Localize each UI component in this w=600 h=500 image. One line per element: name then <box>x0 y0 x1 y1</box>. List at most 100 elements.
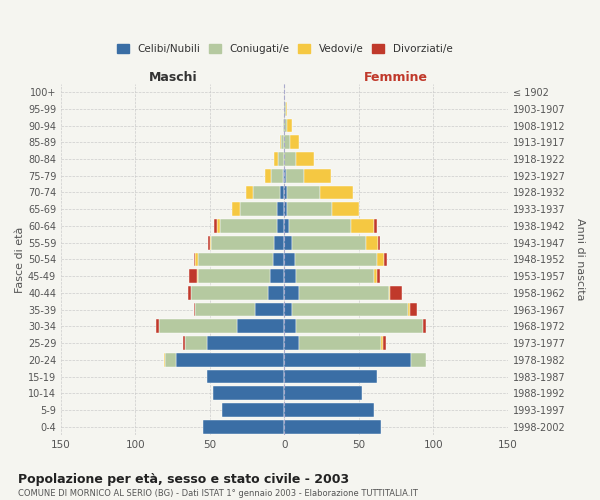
Bar <box>253 186 280 200</box>
Bar <box>284 386 362 400</box>
Bar <box>198 270 269 283</box>
Bar <box>284 202 287 216</box>
Bar <box>383 336 386 350</box>
Bar <box>292 236 367 250</box>
Bar <box>194 303 195 316</box>
Bar <box>377 252 384 266</box>
Bar <box>284 303 292 316</box>
Bar <box>189 270 197 283</box>
Bar <box>287 118 292 132</box>
Bar <box>284 370 377 384</box>
Bar <box>390 286 402 300</box>
Bar <box>287 186 320 200</box>
Legend: Celibi/Nubili, Coniugati/e, Vedovi/e, Divorziati/e: Celibi/Nubili, Coniugati/e, Vedovi/e, Di… <box>112 40 457 58</box>
Bar <box>222 403 284 417</box>
Bar <box>284 236 292 250</box>
Bar <box>278 152 284 166</box>
Bar <box>374 270 377 283</box>
Bar <box>214 219 217 233</box>
Bar <box>213 386 284 400</box>
Bar <box>271 169 283 182</box>
Bar <box>304 169 331 182</box>
Bar <box>296 320 423 333</box>
Bar <box>237 320 284 333</box>
Bar <box>207 336 284 350</box>
Bar <box>281 136 284 149</box>
Bar <box>240 202 277 216</box>
Bar <box>320 186 353 200</box>
Bar <box>268 286 284 300</box>
Bar <box>185 336 207 350</box>
Text: Maschi: Maschi <box>148 70 197 84</box>
Bar <box>210 236 211 250</box>
Bar <box>367 236 378 250</box>
Bar <box>164 353 165 366</box>
Bar <box>194 252 195 266</box>
Bar <box>165 353 176 366</box>
Bar <box>208 236 210 250</box>
Text: COMUNE DI MORNICO AL SERIO (BG) - Dati ISTAT 1° gennaio 2003 - Elaborazione TUTT: COMUNE DI MORNICO AL SERIO (BG) - Dati I… <box>18 489 418 498</box>
Bar <box>176 353 284 366</box>
Bar <box>284 336 299 350</box>
Bar <box>284 169 286 182</box>
Bar <box>352 219 374 233</box>
Y-axis label: Anni di nascita: Anni di nascita <box>575 218 585 300</box>
Bar <box>384 252 387 266</box>
Bar <box>157 320 160 333</box>
Bar <box>284 320 296 333</box>
Bar <box>284 118 287 132</box>
Bar <box>195 252 198 266</box>
Bar <box>269 270 284 283</box>
Bar <box>254 303 284 316</box>
Bar <box>232 202 240 216</box>
Bar <box>245 186 253 200</box>
Bar <box>188 286 191 300</box>
Bar <box>274 236 284 250</box>
Text: Femmine: Femmine <box>364 70 428 84</box>
Bar <box>423 320 426 333</box>
Bar <box>195 303 254 316</box>
Bar <box>377 270 380 283</box>
Bar <box>284 420 381 434</box>
Bar <box>203 420 284 434</box>
Bar <box>284 219 289 233</box>
Bar <box>286 169 304 182</box>
Bar <box>280 186 284 200</box>
Bar <box>284 136 290 149</box>
Bar <box>183 336 185 350</box>
Bar <box>299 286 389 300</box>
Bar <box>296 152 314 166</box>
Bar <box>284 186 287 200</box>
Bar <box>374 219 377 233</box>
Bar <box>286 102 287 116</box>
Bar <box>408 303 410 316</box>
Bar <box>284 102 286 116</box>
Bar <box>198 252 272 266</box>
Bar <box>284 403 374 417</box>
Text: Popolazione per età, sesso e stato civile - 2003: Popolazione per età, sesso e stato civil… <box>18 472 349 486</box>
Bar <box>378 236 380 250</box>
Bar <box>220 219 277 233</box>
Bar <box>389 286 390 300</box>
Bar <box>280 136 281 149</box>
Bar <box>284 152 296 166</box>
Bar <box>410 303 417 316</box>
Bar <box>284 353 411 366</box>
Bar <box>284 286 299 300</box>
Bar <box>299 336 381 350</box>
Bar <box>277 202 284 216</box>
Bar <box>381 336 383 350</box>
Bar <box>283 169 284 182</box>
Bar <box>265 169 271 182</box>
Bar <box>287 202 332 216</box>
Bar <box>284 270 296 283</box>
Bar <box>191 286 268 300</box>
Bar <box>289 219 352 233</box>
Bar <box>283 118 284 132</box>
Bar <box>332 202 359 216</box>
Bar <box>211 236 274 250</box>
Bar <box>290 136 299 149</box>
Bar <box>296 270 374 283</box>
Bar <box>284 252 295 266</box>
Bar <box>292 303 408 316</box>
